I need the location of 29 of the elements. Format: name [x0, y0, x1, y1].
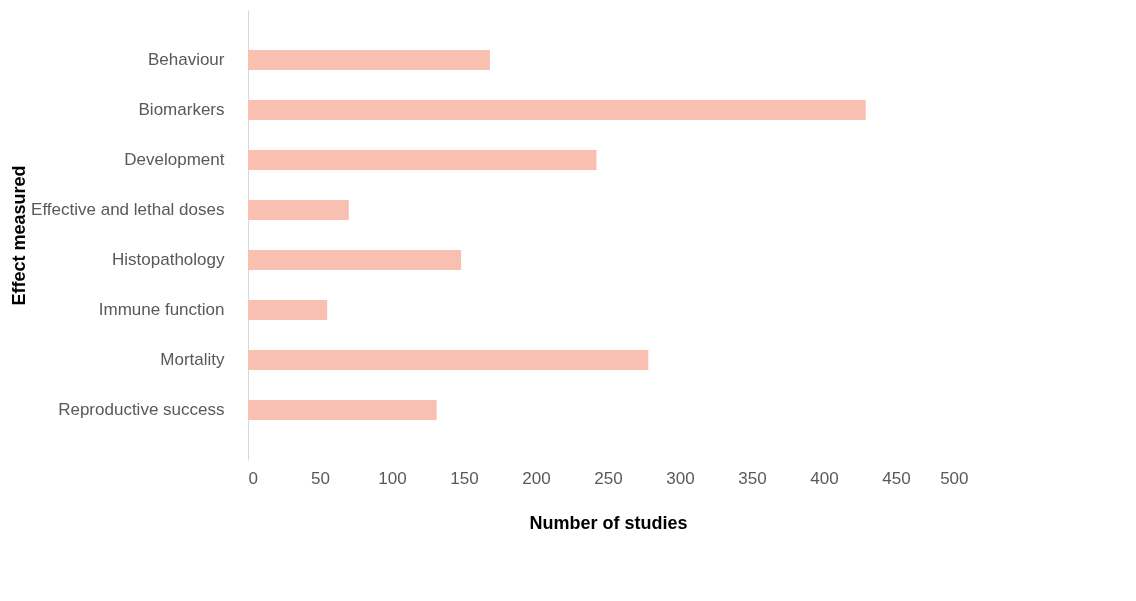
x-tick-label: 450: [882, 468, 911, 488]
bar: [248, 200, 349, 220]
bar: [248, 350, 649, 370]
bar: [248, 150, 597, 170]
bar: [248, 50, 490, 70]
y-axis-title: Effect measured: [8, 165, 29, 306]
bar: [248, 400, 437, 420]
x-tick-label: 200: [522, 468, 551, 488]
y-tick-label: Behaviour: [147, 50, 225, 69]
x-tick-label: 250: [594, 468, 623, 488]
y-tick-label: Histopathology: [112, 250, 225, 269]
x-tick-label: 300: [666, 468, 695, 488]
x-tick-label: 350: [738, 468, 767, 488]
y-tick-label: Effective and lethal doses: [31, 200, 225, 219]
y-tick-label: Development: [124, 150, 225, 169]
bar: [248, 300, 328, 320]
x-tick-label: 400: [810, 468, 839, 488]
x-tick-label: 500: [940, 468, 969, 488]
x-tick-label: 100: [378, 468, 407, 488]
y-tick-label: Reproductive success: [58, 400, 225, 419]
bar: [248, 100, 866, 120]
x-axis-title: Number of studies: [529, 512, 688, 533]
x-tick-label: 150: [450, 468, 479, 488]
x-tick-label: 50: [311, 468, 330, 488]
x-tick-label: 0: [248, 468, 258, 488]
y-tick-label: Mortality: [160, 350, 225, 369]
y-tick-label: Immune function: [98, 300, 225, 319]
bar: [248, 250, 462, 270]
y-tick-label: Biomarkers: [138, 100, 225, 119]
